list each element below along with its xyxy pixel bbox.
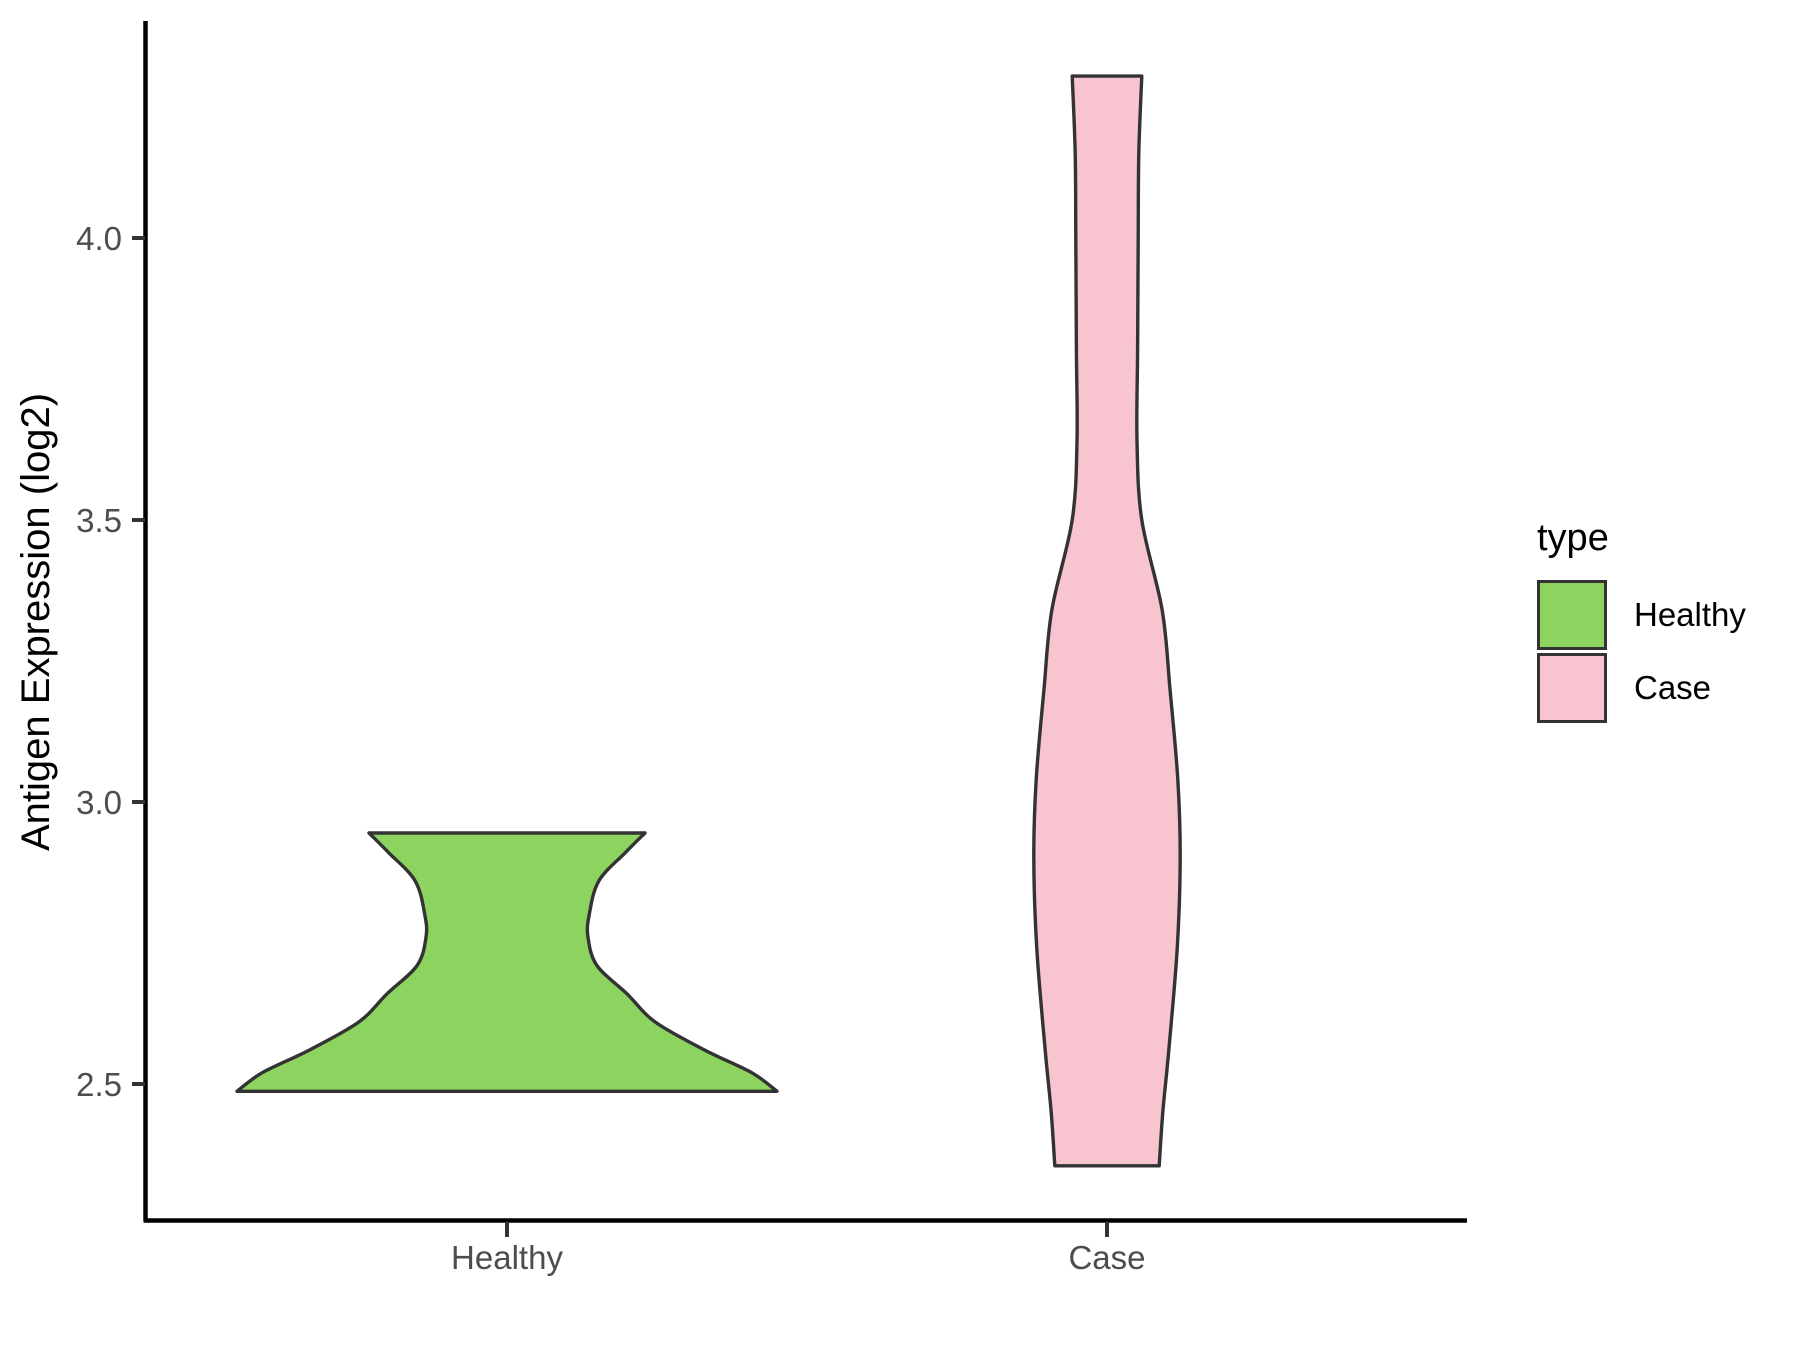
y-tick-label: 2.5 [76, 1066, 122, 1103]
y-axis-title: Antigen Expression (log2) [14, 393, 58, 851]
legend-label-healthy: Healthy [1634, 596, 1746, 633]
y-tick-label: 3.5 [76, 502, 122, 539]
y-axis: 4.0 3.5 3.0 2.5 Antigen Expression (log2… [14, 21, 148, 1221]
x-tick-label-case: Case [1068, 1239, 1145, 1276]
x-tick-label-healthy: Healthy [451, 1239, 563, 1276]
legend-title: type [1537, 517, 1609, 559]
x-axis: Healthy Case [143, 1218, 1467, 1276]
legend-label-case: Case [1634, 669, 1712, 706]
legend-swatch-case [1537, 653, 1607, 723]
legend-item-healthy: Healthy [1537, 580, 1746, 650]
legend-swatch-healthy [1537, 580, 1607, 650]
violin-case [1032, 74, 1182, 1168]
legend: type Healthy Case [1537, 516, 1746, 726]
y-tick-label: 4.0 [76, 220, 122, 257]
legend-item-case: Case [1537, 653, 1746, 723]
violin-healthy [235, 831, 779, 1093]
y-tick-label: 3.0 [76, 784, 122, 821]
